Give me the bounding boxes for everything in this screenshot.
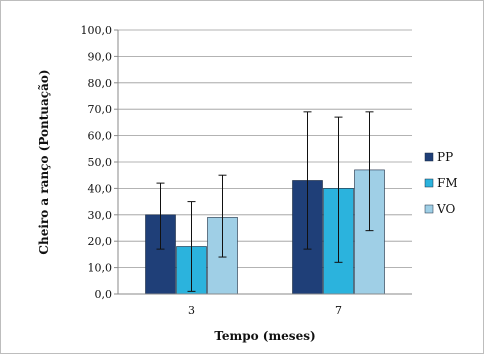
y-tick-label: 10,0 — [88, 262, 113, 275]
y-tick-labels: 0,0 10,0 20,0 30,0 40,0 50,0 60,0 70,0 80,0 90,0 1… — [81, 24, 113, 301]
bars — [145, 169, 385, 295]
y-tick-label: 60,0 — [88, 130, 113, 143]
error-bars — [156, 111, 374, 292]
y-tick-label: 90,0 — [88, 50, 113, 63]
y-tick-label: 20,0 — [88, 235, 113, 248]
legend-swatch-fm — [424, 178, 434, 188]
y-tick-label: 0,0 — [95, 288, 113, 301]
y-tick-label: 80,0 — [88, 77, 113, 90]
y-tick-label: 40,0 — [88, 182, 113, 195]
x-tick-label: 3 — [188, 304, 195, 317]
x-tick-label: 7 — [335, 304, 342, 317]
legend-swatch-vo — [424, 204, 434, 214]
x-axis-title: Tempo (meses) — [214, 329, 315, 343]
legend-label-fm: FM — [437, 176, 458, 190]
y-tick-label: 30,0 — [88, 209, 113, 222]
legend-label-pp: PP — [437, 150, 453, 164]
legend-swatch-pp — [424, 152, 434, 162]
y-tick-label: 100,0 — [81, 24, 113, 37]
legend: PP FM VO — [424, 150, 458, 216]
y-tick-label: 70,0 — [88, 103, 113, 116]
y-tick-label: 50,0 — [88, 156, 113, 169]
y-axis-title: Cheiro a ranço (Pontuação) — [37, 69, 51, 254]
legend-label-vo: VO — [436, 202, 455, 216]
